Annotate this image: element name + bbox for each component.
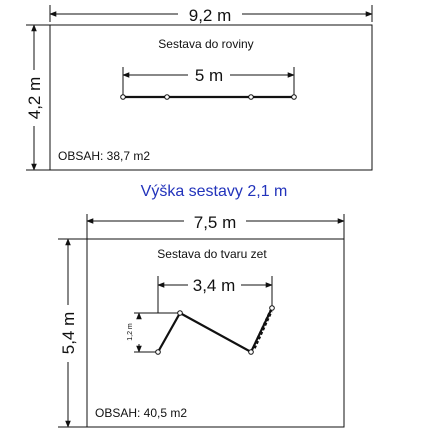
plan1-barrier-node (248, 94, 254, 100)
plan1-barrier-node (291, 94, 297, 100)
plan1-area-label: OBSAH: 38,7 m2 (58, 149, 150, 163)
plan2-width-label: 7,5 m (194, 213, 237, 232)
plan2-barrier-node (248, 349, 254, 355)
plan2-barrier-chain (252, 310, 273, 349)
plan1-height-label: 4,2 m (25, 77, 44, 120)
plan2-small-label: 1,2 m (127, 323, 134, 341)
plan2-area-label: OBSAH: 40,5 m2 (95, 406, 187, 420)
plan2-height-label: 5,4 m (59, 312, 78, 355)
plan2-barrier-node (155, 349, 161, 355)
plan1-outline (49, 24, 373, 171)
plan2-group: 7,5 m 5,4 m Sestava do tvaru zet 3,4 m 1… (58, 213, 345, 428)
plan2-outline (86, 238, 345, 428)
plan2-barrier-node (177, 310, 183, 316)
plan2-title: Sestava do tvaru zet (157, 247, 267, 261)
plan1-barrier-node (120, 94, 126, 100)
middle-height-label: Výška sestavy 2,1 m (141, 183, 288, 200)
plan1-group: 9,2 m 4,2 m Sestava do roviny 5 m OBSAH:… (25, 5, 373, 171)
plan1-inner-label: 5 m (195, 66, 223, 85)
plan1-width-label: 9,2 m (189, 6, 232, 25)
plan2-barrier-node (269, 305, 275, 311)
plan1-barrier-node (164, 94, 170, 100)
plan2-inner-label: 3,4 m (193, 276, 236, 295)
plan1-title: Sestava do roviny (158, 37, 253, 51)
plan2-barrier-line (157, 307, 273, 354)
